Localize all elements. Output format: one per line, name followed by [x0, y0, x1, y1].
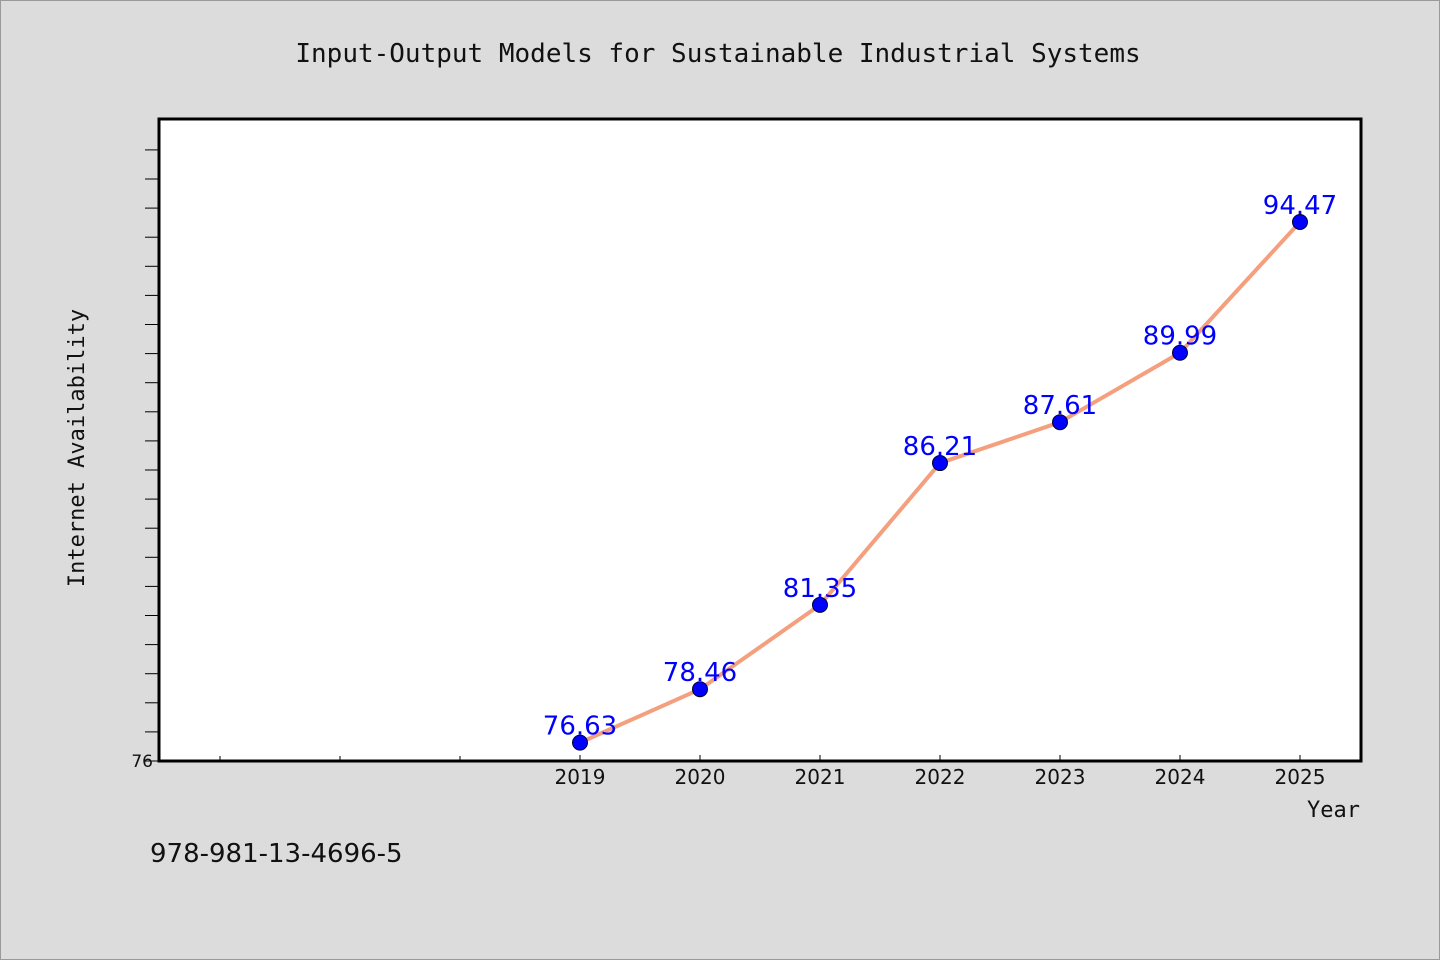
data-point	[812, 596, 828, 613]
x-axis-label: Year	[1307, 798, 1360, 823]
y-axis: 76	[131, 149, 159, 772]
x-tick-label: 2019	[555, 765, 606, 789]
data-label: 78.46	[663, 658, 737, 688]
data-label: 87.61	[1023, 391, 1097, 421]
data-point	[1292, 214, 1308, 231]
x-axis: 2019 2020 2021 2022 2023 2024 2025	[555, 755, 1326, 789]
isbn-text: 978-981-13-4696-5	[150, 839, 403, 869]
x-tick-label: 2023	[1035, 765, 1086, 789]
data-point	[1172, 344, 1188, 361]
data-label: 94.47	[1263, 191, 1337, 221]
data-point	[692, 681, 708, 698]
data-point	[1052, 414, 1068, 431]
series-markers	[572, 214, 1308, 751]
data-label: 81.35	[783, 574, 857, 604]
y-tick-label: 76	[131, 752, 153, 772]
x-tick-label: 2025	[1275, 765, 1326, 789]
data-point	[932, 455, 948, 472]
x-tick-label: 2020	[675, 765, 726, 789]
data-label: 89.99	[1143, 322, 1217, 352]
plot-area	[157, 117, 1363, 763]
data-point	[572, 734, 588, 751]
y-axis-label: Internet Availability	[65, 309, 90, 587]
data-label: 86.21	[903, 432, 977, 462]
x-tick-label: 2022	[915, 765, 966, 789]
data-labels: 76.63 78.46 81.35 86.21 87.61 89.99 94.47	[543, 191, 1337, 742]
x-tick-label: 2024	[1155, 765, 1206, 789]
x-tick-label: 2021	[795, 765, 846, 789]
data-label: 76.63	[543, 712, 617, 742]
minor-ticks	[219, 756, 461, 761]
chart-title: Input-Output Models for Sustainable Indu…	[295, 39, 1140, 69]
